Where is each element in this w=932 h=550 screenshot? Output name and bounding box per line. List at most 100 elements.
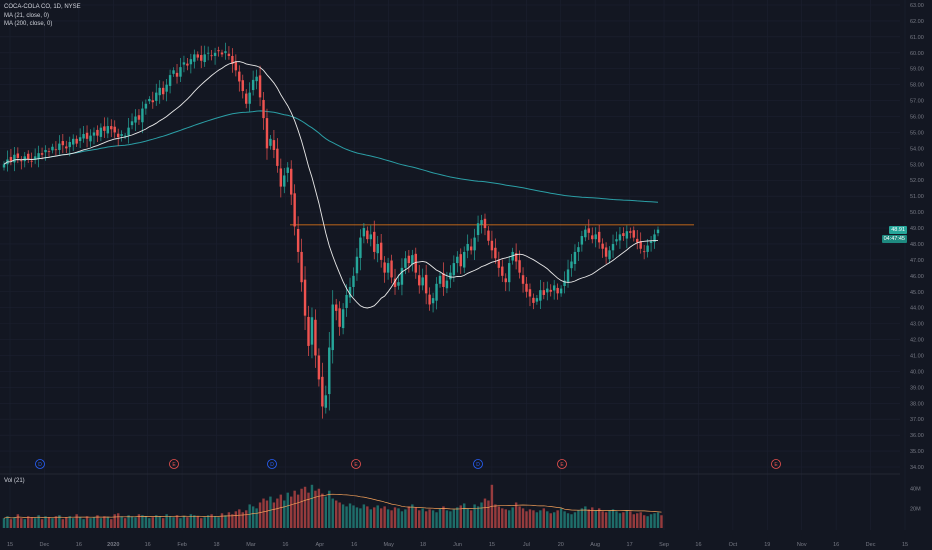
candle-body bbox=[217, 50, 220, 52]
volume-bar bbox=[30, 517, 33, 528]
candle bbox=[577, 241, 580, 262]
candle bbox=[200, 45, 203, 69]
candle-body bbox=[269, 138, 272, 146]
volume-bar bbox=[435, 512, 438, 528]
candle-body bbox=[224, 51, 227, 54]
volume-bar bbox=[303, 486, 307, 528]
candle bbox=[220, 49, 224, 58]
candle bbox=[331, 290, 334, 364]
x-tick-label: 16 bbox=[76, 542, 82, 548]
candle bbox=[161, 81, 165, 100]
candle bbox=[265, 108, 269, 160]
volume-bar bbox=[206, 515, 210, 528]
candle bbox=[61, 134, 65, 154]
candle-body bbox=[383, 262, 386, 273]
candle bbox=[165, 78, 168, 102]
candle-body bbox=[165, 84, 168, 92]
candle-body bbox=[476, 223, 480, 236]
volume-bar bbox=[542, 508, 546, 528]
candle-body bbox=[310, 317, 314, 345]
candle bbox=[487, 226, 490, 246]
volume-bar bbox=[78, 517, 82, 528]
candle bbox=[78, 128, 82, 149]
volume-bar bbox=[563, 511, 566, 528]
candle-body bbox=[168, 75, 172, 86]
candle-body bbox=[151, 100, 155, 103]
candle bbox=[314, 309, 317, 368]
candle bbox=[591, 227, 594, 244]
candle bbox=[414, 247, 417, 279]
candle-body bbox=[328, 347, 331, 395]
volume-bar bbox=[161, 518, 165, 528]
volume-bar bbox=[123, 518, 127, 528]
candle bbox=[424, 264, 428, 305]
volume-bar bbox=[265, 500, 269, 528]
volume-bar bbox=[158, 516, 161, 528]
volume-bar bbox=[424, 511, 428, 528]
volume-bar bbox=[248, 504, 251, 528]
candle bbox=[9, 148, 13, 166]
candle bbox=[310, 307, 314, 359]
candle-body bbox=[113, 126, 116, 133]
volume-bar bbox=[518, 506, 521, 528]
volume-bar bbox=[656, 512, 660, 528]
volume-bar bbox=[251, 506, 255, 528]
volume-bar bbox=[196, 516, 199, 528]
volume-bar bbox=[660, 515, 663, 528]
candle-body bbox=[431, 298, 435, 304]
volume-bar bbox=[241, 512, 244, 528]
volume-bar bbox=[324, 496, 328, 528]
candle-body bbox=[13, 154, 16, 163]
candle bbox=[227, 46, 231, 60]
candle-body bbox=[75, 138, 78, 144]
volume-bar bbox=[532, 510, 535, 528]
x-tick-label: Nov bbox=[797, 542, 807, 548]
volume-bar bbox=[269, 496, 272, 528]
volume-bar bbox=[629, 511, 632, 528]
volume-bar bbox=[504, 509, 507, 528]
volume-bar bbox=[345, 506, 348, 528]
volume-bar bbox=[40, 519, 44, 528]
volume-bar bbox=[428, 509, 431, 528]
candle-body bbox=[255, 76, 258, 82]
candle-body bbox=[501, 266, 504, 276]
candle-body bbox=[473, 237, 476, 251]
marker-circle bbox=[351, 459, 361, 469]
x-tick-label: 16 bbox=[695, 542, 701, 548]
volume-bar bbox=[431, 510, 435, 528]
volume-bar bbox=[549, 513, 552, 528]
candle-body bbox=[189, 59, 193, 65]
volume-bar bbox=[528, 509, 532, 528]
candle bbox=[141, 101, 144, 134]
earnings-marker: E bbox=[351, 459, 361, 469]
dividend-marker: D bbox=[35, 459, 45, 469]
candle-body bbox=[490, 240, 494, 251]
candle-body bbox=[30, 160, 33, 162]
candle-body bbox=[314, 319, 317, 356]
candle-body bbox=[338, 308, 341, 327]
candle-body bbox=[289, 168, 293, 195]
volume-bar bbox=[418, 510, 421, 528]
candle bbox=[625, 225, 629, 249]
candle-body bbox=[366, 230, 369, 240]
candle-body bbox=[99, 127, 103, 137]
candle-body bbox=[71, 138, 75, 145]
candle-body bbox=[200, 55, 203, 61]
volume-bar bbox=[155, 515, 158, 528]
volume-bar bbox=[476, 506, 480, 528]
x-tick-label: Oct bbox=[729, 542, 738, 548]
candle bbox=[528, 283, 532, 307]
candle bbox=[632, 226, 635, 242]
candle-body bbox=[525, 283, 528, 292]
candle-body bbox=[307, 316, 310, 346]
volume-bar bbox=[559, 508, 563, 528]
candle bbox=[359, 229, 362, 271]
volume-bar bbox=[597, 508, 601, 528]
volume-bar bbox=[539, 510, 542, 528]
candle-body bbox=[556, 287, 559, 294]
candle bbox=[407, 249, 411, 273]
x-tick-label: Jul bbox=[523, 542, 530, 548]
candle bbox=[168, 69, 172, 94]
x-tick-label: 16 bbox=[145, 542, 151, 548]
